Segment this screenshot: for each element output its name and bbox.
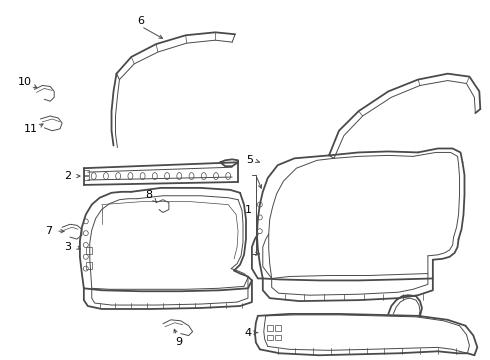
- Text: 7: 7: [45, 226, 52, 236]
- Bar: [84, 176, 89, 180]
- Text: 11: 11: [24, 124, 37, 134]
- Text: 3: 3: [65, 242, 72, 252]
- Text: 1: 1: [245, 204, 251, 215]
- Bar: [267, 334, 272, 341]
- Text: 5: 5: [246, 155, 253, 165]
- Text: 8: 8: [146, 190, 153, 200]
- Bar: [84, 170, 89, 175]
- Text: 4: 4: [245, 328, 251, 338]
- Bar: [275, 334, 281, 341]
- Text: 2: 2: [65, 171, 72, 181]
- Bar: [267, 325, 272, 330]
- Bar: [86, 247, 92, 254]
- Bar: [86, 262, 92, 269]
- Text: 10: 10: [18, 77, 31, 86]
- Text: 9: 9: [175, 337, 182, 347]
- Text: 6: 6: [138, 15, 145, 26]
- Bar: [275, 325, 281, 330]
